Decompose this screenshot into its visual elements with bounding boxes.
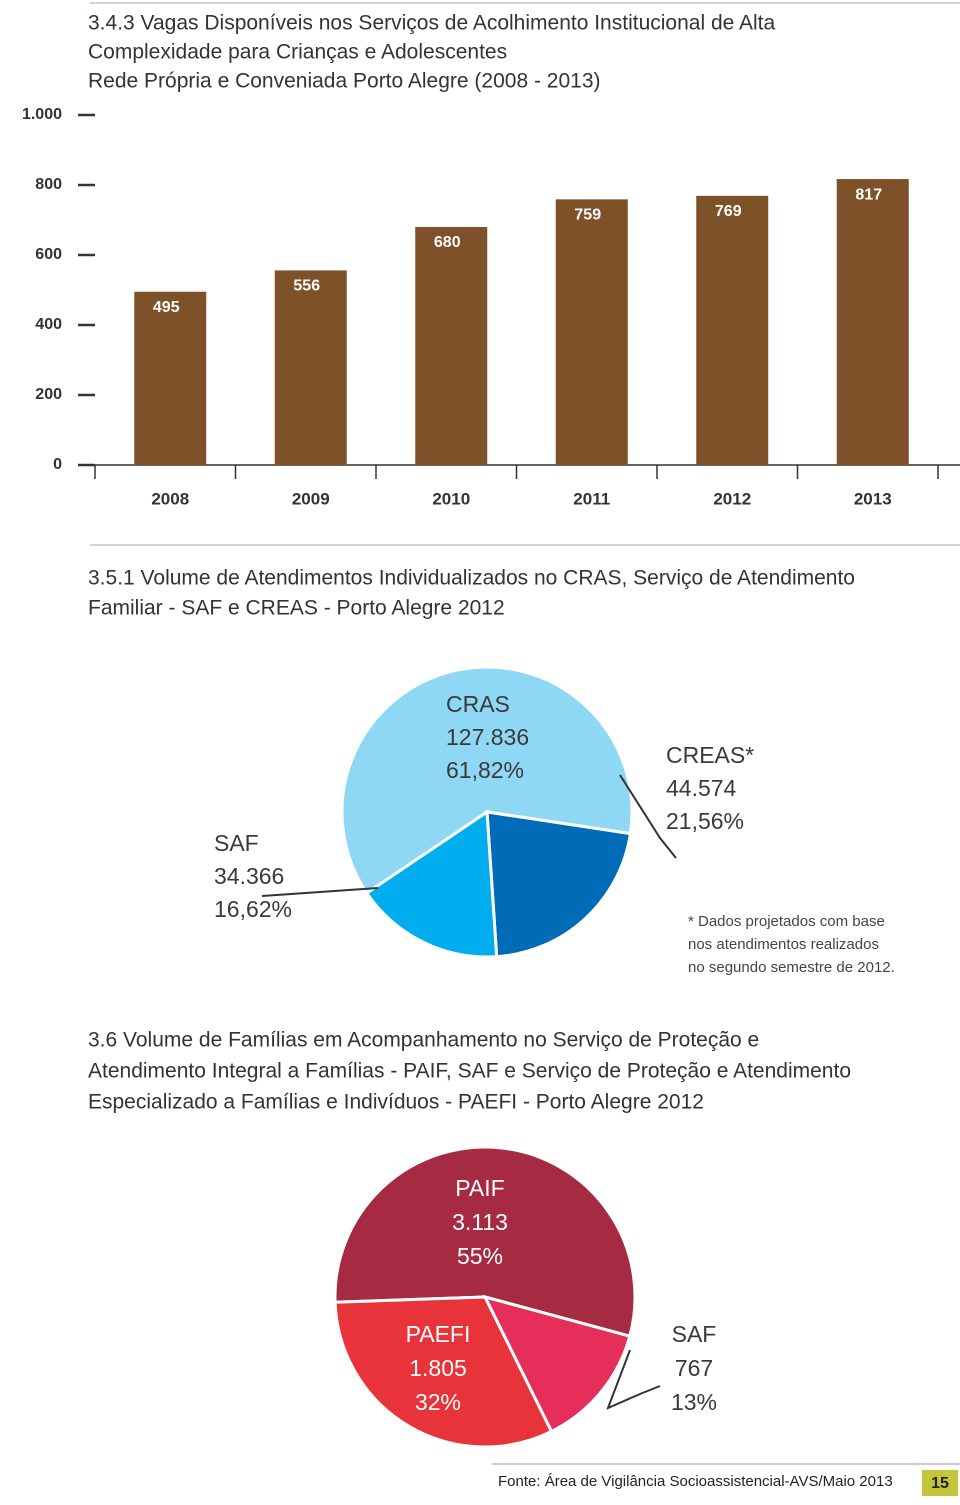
value-label: 759: [574, 207, 601, 224]
page-number: 15: [931, 1475, 949, 1492]
leader-line: [261, 887, 379, 897]
pie-slice: [340, 665, 634, 896]
slice-label: SAF: [672, 1321, 717, 1347]
y-tick-label: 800: [35, 176, 62, 193]
chart-title: Familiar - SAF e CREAS - Porto Alegre 20…: [88, 597, 505, 620]
note: nos atendimentos realizados: [688, 936, 879, 953]
pie-slice: [364, 809, 499, 959]
y-tick-label: 0: [53, 456, 62, 473]
bar: [274, 270, 347, 465]
slice-label: CREAS*: [666, 742, 754, 768]
value-label: 817: [855, 186, 882, 203]
note: no segundo semestre de 2012.: [688, 959, 895, 976]
slice-label: 21,56%: [666, 808, 744, 834]
x-tick-label: 2013: [854, 489, 892, 508]
bar: [696, 195, 769, 465]
x-tick-label: 2011: [573, 489, 610, 508]
leader-line: [606, 1349, 661, 1410]
value-label: 680: [434, 234, 461, 251]
slice-label: SAF: [214, 830, 259, 856]
page-badge: [922, 1470, 958, 1496]
x-tick-label: 2009: [292, 489, 330, 508]
slice-label: 55%: [457, 1243, 503, 1269]
bar: [415, 227, 488, 465]
slice-label: PAEFI: [406, 1321, 471, 1347]
chart-title: Atendimento Integral a Famílias - PAIF, …: [88, 1060, 851, 1083]
slice-label: 127.836: [446, 724, 529, 750]
pie-slice: [333, 1295, 554, 1449]
note: * Dados projetados com base: [688, 913, 885, 930]
y-tick-label: 600: [35, 246, 62, 263]
slice-label: 13%: [671, 1389, 717, 1415]
slice-label: 3.113: [452, 1209, 508, 1235]
value-label: 495: [153, 299, 180, 316]
x-tick-label: 2010: [432, 489, 470, 508]
source: Fonte: Área de Vigilância Socioassistenc…: [498, 1473, 893, 1490]
chart-title: Rede Própria e Conveniada Porto Alegre (…: [88, 70, 601, 93]
chart-title: Complexidade para Crianças e Adolescente…: [88, 41, 507, 64]
slice-label: 34.366: [214, 863, 284, 889]
y-tick-label: 400: [35, 316, 62, 333]
bar: [555, 199, 628, 465]
slice-label: 32%: [415, 1389, 461, 1415]
y-tick-label: 200: [35, 386, 62, 403]
slice-label: CRAS: [446, 691, 510, 717]
pie-slice: [333, 1145, 637, 1338]
slice-label: 16,62%: [214, 896, 292, 922]
chart-title: 3.4.3 Vagas Disponíveis nos Serviços de …: [88, 12, 775, 35]
chart-title: 3.6 Volume de Famílias em Acompanhamento…: [88, 1029, 759, 1052]
slice-label: 767: [675, 1355, 713, 1381]
chart-title: 3.5.1 Volume de Atendimentos Individuali…: [88, 567, 855, 590]
slice-label: PAIF: [455, 1175, 504, 1201]
leader-line: [619, 774, 677, 859]
x-tick-label: 2008: [151, 489, 189, 508]
value-label: 556: [293, 278, 320, 295]
slice-label: 1.805: [409, 1355, 467, 1381]
value-label: 769: [715, 203, 742, 220]
slice-label: 61,82%: [446, 757, 524, 783]
chart-title: Especializado a Famílias e Indivíduos - …: [88, 1091, 704, 1114]
slice-label: 44.574: [666, 775, 737, 801]
pie-slice: [482, 1294, 632, 1434]
x-tick-label: 2012: [713, 489, 751, 508]
pie-slice: [485, 810, 633, 959]
bar: [134, 291, 207, 465]
bar: [836, 179, 909, 466]
y-tick-label: 1.000: [22, 106, 62, 123]
